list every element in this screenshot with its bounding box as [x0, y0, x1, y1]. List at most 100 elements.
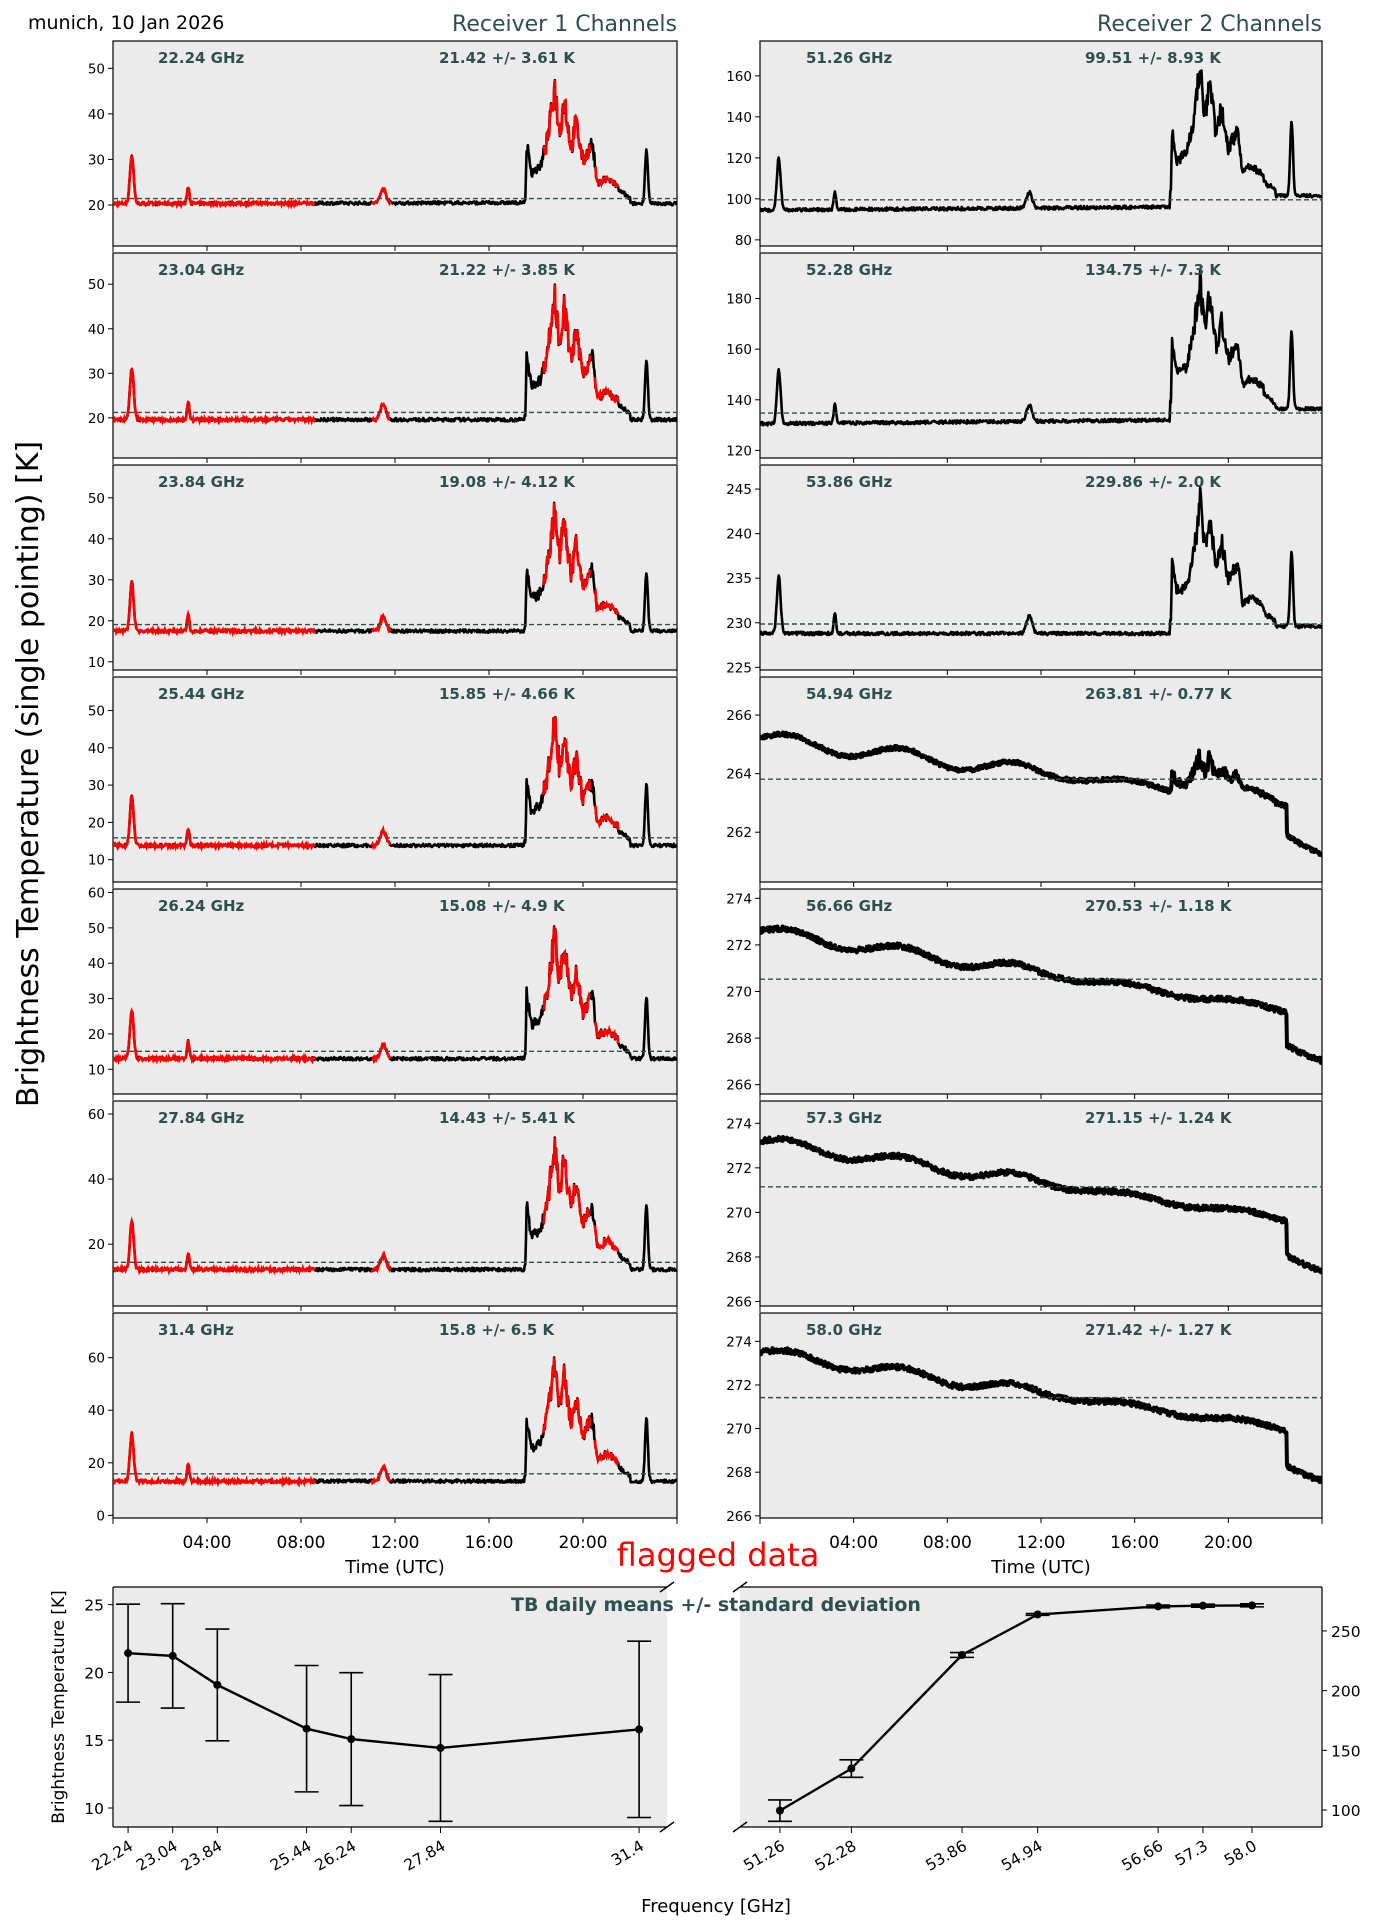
summary-x-tick-label: 31.4	[608, 1837, 647, 1870]
y-tick-label: 60	[88, 1351, 105, 1367]
y-tick-label: 60	[88, 1107, 105, 1123]
axis-break-mark	[732, 1821, 748, 1833]
mean-point	[347, 1735, 356, 1744]
channel-stats-label: 99.51 +/- 8.93 K	[1085, 49, 1222, 67]
y-tick-label: 20	[88, 614, 105, 630]
receiver2-panel-5: 266 268 270 272 274 56.66 GHz 270.53 +/- 1.18 …	[726, 888, 1323, 1100]
trace-line	[760, 1346, 1322, 1484]
receiver2-title: Receiver 2 Channels	[1097, 12, 1322, 37]
summary-y-tick-label: 250	[1331, 1623, 1361, 1641]
receiver1-panel-2: 20 30 40 50 23.04 GHz 21.22 +/- 3.85 K	[88, 252, 678, 464]
x-tick-label: 08:00	[923, 1533, 972, 1553]
trace-line	[760, 924, 1322, 1065]
y-tick-label: 10	[88, 853, 105, 869]
mean-point	[775, 1806, 784, 1815]
receiver1-panel-4: 10 20 30 40 50 25.44 GHz 15.85 +/- 4.66 K	[88, 676, 678, 888]
y-tick-label: 50	[88, 921, 105, 937]
summary-x-tick-label: 51.26	[740, 1837, 787, 1875]
receiver1-panel-5: 10 20 30 40 50 60 26.24 GHz 15.08 +/- 4.9 K	[88, 886, 678, 1100]
timeseries-panels: 20 30 40 50 22.24 GHz 21.42 +/- 3.61 K 20 30 40 5…	[88, 40, 1323, 1553]
mean-point	[1247, 1601, 1256, 1610]
y-tick-label: 50	[88, 61, 105, 77]
y-tick-label: 272	[726, 1161, 752, 1177]
channel-stats-label: 14.43 +/- 5.41 K	[439, 1109, 576, 1127]
channel-stats-label: 271.15 +/- 1.24 K	[1085, 1109, 1233, 1127]
trace-line	[760, 268, 1322, 427]
y-tick-label: 50	[88, 277, 105, 293]
channel-frequency-label: 26.24 GHz	[158, 897, 245, 915]
receiver2-panel-3: 225 230 235 240 245 53.86 GHz 229.86 +/- 2.0 K	[726, 464, 1323, 676]
y-tick-label: 270	[726, 1422, 752, 1438]
channel-frequency-label: 56.66 GHz	[806, 897, 893, 915]
y-tick-label: 120	[726, 151, 752, 167]
y-tick-label: 40	[88, 532, 105, 548]
receiver2-panel-4: 262 264 266 54.94 GHz 263.81 +/- 0.77 K	[726, 676, 1323, 888]
channel-stats-label: 15.85 +/- 4.66 K	[439, 685, 576, 703]
trace-line	[760, 1134, 1322, 1275]
channel-stats-label: 134.75 +/- 7.3 K	[1085, 261, 1222, 279]
channel-stats-label: 19.08 +/- 4.12 K	[439, 473, 576, 491]
location-date-label: munich, 10 Jan 2026	[28, 12, 224, 34]
y-tick-label: 30	[88, 992, 105, 1008]
y-tick-label: 60	[88, 886, 105, 902]
flagged-trace-line	[113, 284, 620, 427]
y-tick-label: 274	[726, 891, 752, 907]
flagged-trace-line	[113, 502, 620, 638]
channel-stats-label: 15.8 +/- 6.5 K	[439, 1321, 556, 1339]
y-tick-label: 240	[726, 527, 752, 543]
summary-xlabel: Frequency [GHz]	[641, 1896, 791, 1917]
y-tick-label: 40	[88, 741, 105, 757]
receiver1-panel-6: 20 40 60 27.84 GHz 14.43 +/- 5.41 K	[88, 1100, 678, 1312]
channel-frequency-label: 23.04 GHz	[158, 261, 245, 279]
panel-background	[112, 464, 678, 671]
y-tick-label: 120	[726, 443, 752, 459]
y-tick-label: 268	[726, 1465, 752, 1481]
mean-point	[213, 1680, 222, 1689]
flagged-trace-line	[113, 80, 620, 210]
panel-background	[112, 1100, 678, 1307]
summary-x-tick-label: 54.94	[998, 1837, 1045, 1875]
trace-line	[760, 69, 1322, 213]
y-tick-label: 266	[726, 1509, 752, 1525]
summary-background	[740, 1587, 1322, 1827]
channel-stats-label: 270.53 +/- 1.18 K	[1085, 897, 1233, 915]
receiver1-xlabel: Time (UTC)	[344, 1557, 445, 1578]
mean-point	[1033, 1610, 1042, 1619]
y-tick-label: 80	[735, 233, 752, 249]
receiver2-xlabel: Time (UTC)	[990, 1557, 1091, 1578]
y-tick-label: 30	[88, 366, 105, 382]
main-ylabel: Brightness Temperature (single pointing)…	[11, 441, 46, 1107]
receiver2-panel-2: 120 140 160 180 52.28 GHz 134.75 +/- 7.3 K	[726, 252, 1323, 464]
y-tick-label: 30	[88, 573, 105, 589]
x-tick-label: 20:00	[1204, 1533, 1253, 1553]
y-tick-label: 270	[726, 985, 752, 1001]
receiver2-panel-6: 266 268 270 272 274 57.3 GHz 271.15 +/- 1.24 K	[726, 1100, 1323, 1312]
mean-point	[168, 1651, 177, 1660]
summary-chart: 100 150 200 250 51.26 52.28 53.86 54.94 56.66 57.…	[49, 1581, 1361, 1917]
summary-y-tick-label: 150	[1331, 1742, 1361, 1760]
summary-y-tick-label: 20	[84, 1664, 104, 1682]
x-tick-label: 12:00	[1017, 1533, 1066, 1553]
x-tick-label: 04:00	[829, 1533, 878, 1553]
receiver1-panel-1: 20 30 40 50 22.24 GHz 21.42 +/- 3.61 K	[88, 40, 678, 252]
axis-break-mark	[659, 1821, 675, 1833]
flagged-trace-line	[113, 926, 620, 1066]
channel-frequency-label: 51.26 GHz	[806, 49, 893, 67]
axis-break-mark	[732, 1581, 748, 1593]
panel-background	[112, 252, 678, 459]
channel-frequency-label: 25.44 GHz	[158, 685, 245, 703]
y-tick-label: 245	[726, 482, 752, 498]
y-tick-label: 100	[726, 192, 752, 208]
x-tick-label: 20:00	[559, 1533, 608, 1553]
channel-frequency-label: 58.0 GHz	[806, 1321, 882, 1339]
y-tick-label: 235	[726, 571, 752, 587]
y-tick-label: 270	[726, 1205, 752, 1221]
summary-x-tick-label: 53.86	[923, 1837, 970, 1875]
receiver1-title: Receiver 1 Channels	[452, 12, 677, 37]
summary-title: TB daily means +/- standard deviation	[511, 1594, 921, 1616]
summary-x-tick-label: 56.66	[1119, 1837, 1166, 1875]
y-tick-label: 20	[88, 1027, 105, 1043]
y-tick-label: 40	[88, 1403, 105, 1419]
channel-frequency-label: 54.94 GHz	[806, 685, 893, 703]
trace-line	[760, 486, 1322, 637]
